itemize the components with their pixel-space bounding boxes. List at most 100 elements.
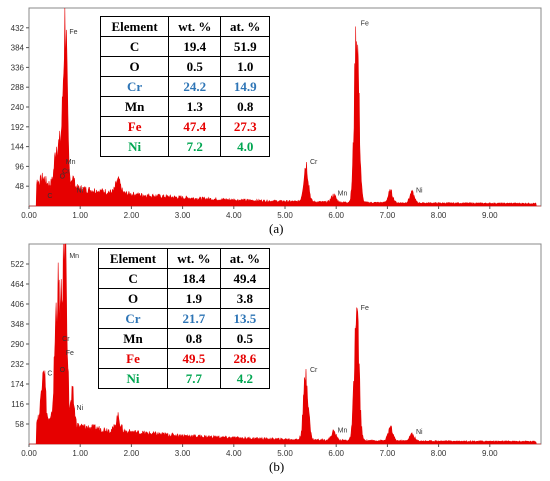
y-tick-label: 288 (11, 83, 25, 92)
at-percent-cell: 3.8 (219, 288, 271, 309)
peak-label: Ni (77, 188, 84, 195)
element-cell: Cr (97, 308, 169, 329)
y-tick-label: 116 (11, 400, 24, 409)
at-percent-cell: 51.9 (220, 36, 270, 57)
y-tick-label: 290 (11, 340, 25, 349)
peak-label: Cr (62, 336, 70, 343)
element-cell: O (99, 56, 170, 77)
y-tick-label: 348 (11, 320, 25, 329)
peak-label: Ni (416, 188, 423, 195)
y-tick-label: 522 (11, 260, 25, 269)
spectrum-series (29, 243, 541, 445)
x-tick-label: 3.00 (175, 211, 191, 220)
x-tick-label: 7.00 (380, 211, 396, 220)
table-row: Fe 47.4 27.3 (99, 116, 270, 137)
spectrum-series (29, 7, 541, 207)
table-row: Cr 24.2 14.9 (99, 76, 270, 97)
element-cell: Ni (99, 136, 170, 157)
table-row: Cr 21.7 13.5 (97, 308, 271, 329)
at-percent-cell: 28.6 (219, 348, 271, 369)
at-percent-cell: 27.3 (220, 116, 270, 137)
x-tick-label: 8.00 (431, 211, 447, 220)
table-row: Mn 1.3 0.8 (99, 96, 270, 117)
peak-label: C (47, 370, 52, 377)
y-tick-label: 58 (15, 420, 24, 429)
y-tick-label: 144 (11, 143, 25, 152)
peak-label: Cr (310, 367, 318, 374)
x-tick-label: 2.00 (124, 211, 140, 220)
peak-label: Fe (66, 350, 74, 357)
header-element: Element (97, 248, 169, 269)
element-cell: Mn (99, 96, 170, 117)
x-tick-label: 5.00 (277, 211, 293, 220)
table-row: Ni 7.2 4.0 (99, 136, 270, 157)
y-tick-label: 174 (11, 380, 25, 389)
y-tick-label: 192 (11, 123, 25, 132)
caption-b: (b) (269, 459, 285, 474)
table-row: Mn 0.8 0.5 (97, 328, 271, 349)
table-row: C 18.4 49.4 (97, 268, 271, 289)
wt-percent-cell: 19.4 (168, 36, 222, 57)
at-percent-cell: 0.8 (220, 96, 270, 117)
header-element: Element (99, 16, 170, 37)
at-percent-cell: 0.5 (219, 328, 271, 349)
y-tick-label: 406 (11, 300, 25, 309)
y-tick-label: 96 (15, 162, 24, 171)
peak-label: Fe (361, 305, 369, 312)
y-tick-label: 240 (11, 103, 25, 112)
x-tick-label: 6.00 (328, 211, 344, 220)
peak-label: Cr (62, 168, 70, 175)
table-row: Fe 49.5 28.6 (97, 348, 271, 369)
element-cell: Fe (99, 116, 170, 137)
peak-label: Ni (416, 429, 423, 436)
at-percent-cell: 4.2 (219, 368, 271, 389)
y-tick-label: 432 (11, 24, 25, 33)
at-percent-cell: 4.0 (220, 136, 270, 157)
y-tick-label: 384 (11, 44, 25, 53)
table-row: O 1.9 3.8 (97, 288, 271, 309)
y-tick-label: 336 (11, 63, 25, 72)
header-wt: wt. % (167, 248, 221, 269)
x-tick-label: 6.00 (328, 449, 344, 458)
wt-percent-cell: 0.5 (168, 56, 222, 77)
x-tick-label: 4.00 (226, 449, 242, 458)
element-cell: Mn (97, 328, 169, 349)
caption-a: (a) (269, 221, 284, 236)
x-tick-label: 0.00 (21, 211, 37, 220)
wt-percent-cell: 1.3 (168, 96, 222, 117)
table-header-row: Element wt. % at. % (97, 248, 271, 269)
table-row: C 19.4 51.9 (99, 36, 270, 57)
x-tick-label: 0.00 (21, 449, 37, 458)
wt-percent-cell: 1.9 (167, 288, 221, 309)
x-tick-label: 9.00 (482, 449, 498, 458)
table-row: O 0.5 1.0 (99, 56, 270, 77)
peak-label: Mn (338, 427, 348, 434)
element-cell: C (99, 36, 170, 57)
x-tick-label: 4.00 (226, 211, 242, 220)
peak-label: Ni (77, 405, 84, 412)
table-row: Ni 7.7 4.2 (97, 368, 271, 389)
header-at: at. % (220, 16, 270, 37)
peak-label: O (60, 173, 66, 180)
element-cell: C (97, 268, 169, 289)
y-tick-label: 232 (11, 360, 25, 369)
peak-label: Fe (361, 21, 369, 28)
peak-label: Cr (310, 159, 318, 166)
composition-table-a: Element wt. % at. % C 19.4 51.9 O 0.5 1.0 Cr 24… (99, 16, 270, 157)
wt-percent-cell: 7.7 (167, 368, 221, 389)
wt-percent-cell: 47.4 (168, 116, 222, 137)
wt-percent-cell: 24.2 (168, 76, 222, 97)
at-percent-cell: 49.4 (219, 268, 271, 289)
peak-label: Mn (66, 159, 76, 166)
y-tick-label: 48 (15, 182, 24, 191)
element-cell: Ni (97, 368, 169, 389)
element-cell: O (97, 288, 169, 309)
wt-percent-cell: 7.2 (168, 136, 222, 157)
x-tick-label: 8.00 (431, 449, 447, 458)
element-cell: Fe (97, 348, 169, 369)
header-wt: wt. % (168, 16, 222, 37)
composition-table-b: Element wt. % at. % C 18.4 49.4 O 1.9 3.8 Cr 21… (97, 248, 271, 389)
x-tick-label: 1.00 (72, 449, 88, 458)
